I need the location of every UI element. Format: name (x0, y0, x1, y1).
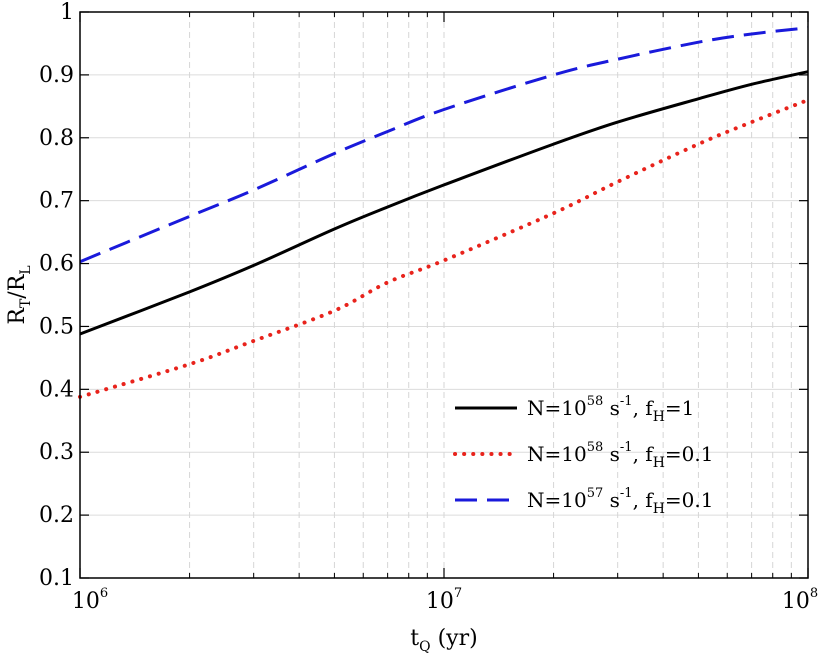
x-axis-label-sub: Q (419, 639, 430, 655)
y-axis-label-r1-sub: T (18, 298, 34, 308)
legend-text-exp2: -1 (620, 394, 633, 409)
legend-label-1: N=1058 s-1, fH=1 (527, 394, 694, 425)
x-axis-label: tQ (yr) (410, 626, 477, 655)
x-tick-label: 106 (72, 586, 108, 614)
y-axis-label-r2: R (5, 273, 30, 291)
legend-text-tail: =1 (665, 396, 694, 420)
legend-text-mid: s (603, 488, 620, 512)
legend-text-pre: N=10 (527, 488, 587, 512)
y-tick-label: 0.4 (39, 377, 74, 402)
x-tick-exponent: 6 (100, 586, 108, 601)
y-tick-label: 0.5 (39, 314, 74, 339)
y-axis-label-r1: R (5, 307, 30, 325)
y-axis-label-r2-sub: L (18, 265, 34, 274)
y-tick-label: 0.8 (39, 126, 74, 151)
y-axis-label-slash: / (5, 291, 30, 299)
legend-text-post: , f (633, 442, 655, 466)
series-line-3 (79, 26, 809, 264)
y-tick-label: 0.7 (39, 189, 74, 214)
legend-text-exp: 58 (587, 440, 604, 455)
series-line-1 (79, 70, 809, 336)
y-tick-label: 0.1 (39, 566, 74, 591)
legend-text-sub: H (653, 501, 665, 517)
x-tick-label: 108 (782, 586, 818, 614)
y-axis-label: RT/RL (5, 265, 34, 324)
x-axis-label-unit: (yr) (431, 626, 478, 651)
legend-text-exp: 57 (587, 486, 604, 501)
legend: N=1058 s-1, fH=1N=1058 s-1, fH=0.1N=1057… (453, 394, 713, 517)
legend-text-exp2: -1 (620, 486, 633, 501)
x-tick-exponent: 7 (454, 586, 462, 601)
legend-text-mid: s (603, 396, 620, 420)
series-lines (78, 26, 810, 399)
legend-text-post: , f (633, 396, 655, 420)
x-tick-base: 10 (72, 589, 100, 614)
legend-text-pre: N=10 (527, 442, 587, 466)
legend-text-exp2: -1 (620, 440, 633, 455)
x-tick-exponent: 8 (810, 586, 818, 601)
legend-text-tail: =0.1 (665, 442, 714, 466)
legend-text-sub: H (653, 455, 665, 471)
legend-text-post: , f (633, 488, 655, 512)
legend-text-pre: N=10 (527, 396, 587, 420)
x-tick-base: 10 (426, 589, 454, 614)
axis-ticks (79, 11, 809, 579)
y-tick-label: 0.6 (39, 252, 74, 277)
y-tick-label: 0.9 (39, 63, 74, 88)
series-line-2 (78, 98, 810, 399)
legend-text-exp: 58 (587, 394, 604, 409)
legend-label-2: N=1058 s-1, fH=0.1 (527, 440, 713, 471)
x-axis-label-main: t (410, 626, 419, 651)
x-tick-label: 107 (426, 586, 462, 614)
legend-text-sub: H (653, 409, 665, 425)
legend-text-mid: s (603, 442, 620, 466)
legend-label-3: N=1057 s-1, fH=0.1 (527, 486, 713, 517)
y-tick-label: 1 (60, 0, 74, 25)
x-tick-base: 10 (782, 589, 810, 614)
y-tick-label: 0.3 (39, 440, 74, 465)
y-tick-label: 0.2 (39, 503, 74, 528)
legend-text-tail: =0.1 (665, 488, 714, 512)
